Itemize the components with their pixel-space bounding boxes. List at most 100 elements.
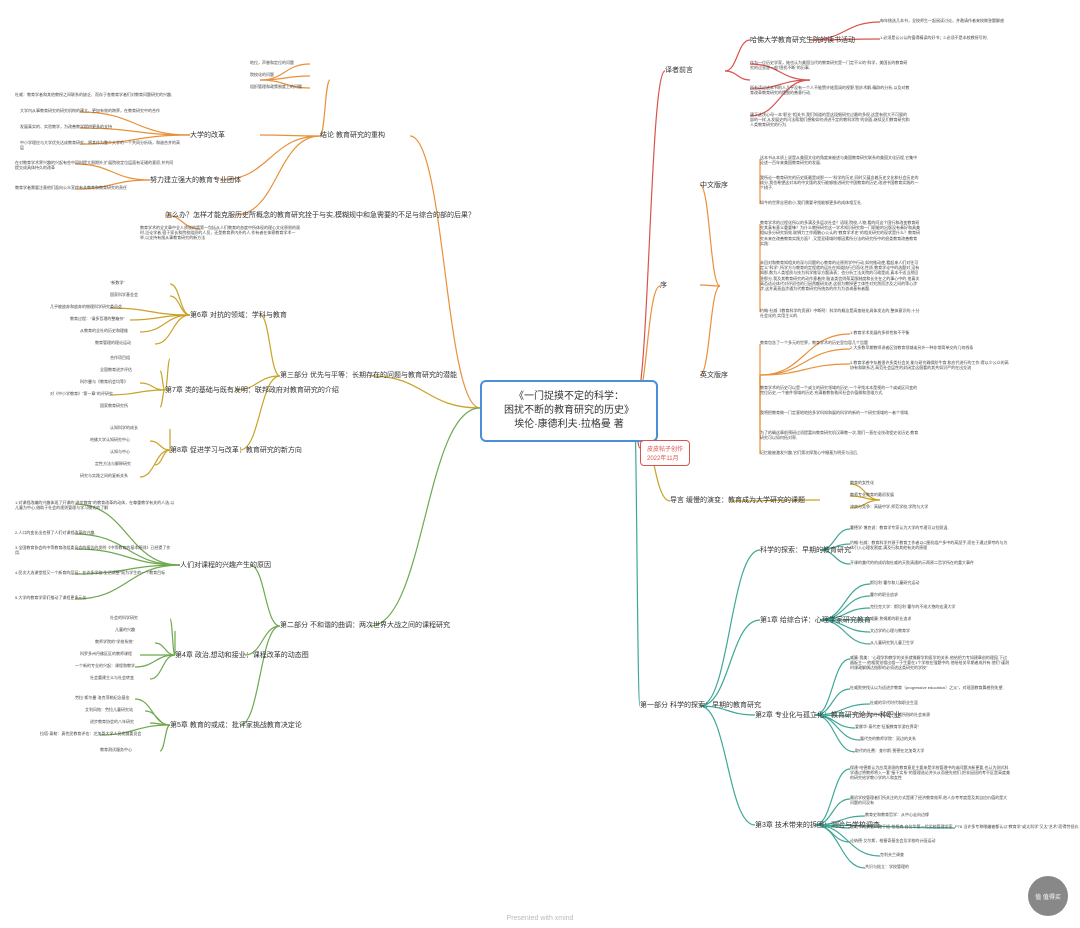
node-label: 教育包含了一个多元的世界，教育学术的历史里包容几个旨题 bbox=[760, 340, 868, 345]
date-badge: 皮皮帖子创作 2022年11月 bbox=[640, 440, 690, 466]
node-label: 社会的科学研究 bbox=[110, 615, 138, 620]
node-label: 这本书从本质上说是从美国文化的角度来被述与美国教育研究联系的美国文化历程,它集中… bbox=[760, 155, 920, 165]
node-label: 儿童的兴趣 bbox=[115, 627, 135, 632]
node-label: 威廉·詹姆斯的职业追求 bbox=[870, 616, 911, 621]
node-label: 哈佛大学教育研究生院的读书活动 bbox=[750, 35, 855, 45]
node-label: 研究与实践之间的复新关系 bbox=[80, 473, 128, 478]
node-label: 导言 缓慢的演变：教育成为大学研究的课题 bbox=[670, 495, 805, 505]
node-label: 建下这决心母一本"职业"相关书,我们知道的是这段细研究过最的多权,这是有很大不可… bbox=[750, 112, 910, 128]
node-label: 克利夫兰调查 bbox=[880, 852, 904, 857]
node-label: 教育测试服务中心 bbox=[100, 747, 132, 752]
node-label: 教师专业教育的最初发展 bbox=[850, 492, 894, 497]
node-label: 中小学理应与大学优先达成教育研究、将其作为整个大学的一个共同分析场，和谐合并的高… bbox=[20, 140, 180, 150]
node-label: 取代的社赉：查尔斯·贾德在芝加哥大学 bbox=[855, 748, 924, 753]
node-label: 冲突与竞争：高级中学,师范学校,学院与大学 bbox=[850, 504, 928, 509]
node-label: 第三部分 优先与平等：长期存在的问题与教育研究的潜能 bbox=[280, 370, 457, 380]
node-label: 教育过程："请多哲理的整箱杂" bbox=[70, 316, 125, 321]
node-label: 社会重建主义与社会转变 bbox=[90, 675, 134, 680]
node-label: 第5章 教育的或成：批评家挑战教育决定论 bbox=[170, 720, 302, 730]
node-label: 科尔曼与《教育机会均等》 bbox=[80, 379, 128, 384]
node-label: 每年挑选几本书，全校师生一起阅读讨论，并邀请作者来校做答题解惑 bbox=[880, 18, 1004, 23]
node-label: 拉塔·泰勒：真性民教育评估：芝加哥大学人员发展委员会 bbox=[40, 731, 141, 736]
node-label: 1.教育学术发展的多样性和不平衡 bbox=[850, 330, 909, 335]
node-label: 英文版序 bbox=[700, 370, 728, 380]
node-label: 克拉克大学：斯坦利·霍尔的不成大抱的宏漠大学 bbox=[870, 604, 955, 609]
node-label: 爱娜华·泰代克"征服教育学游在界奇" bbox=[855, 724, 919, 729]
node-label: 艾利风帕：劳拉儿童研究站 bbox=[85, 707, 133, 712]
node-label: 教育学者需要注意他们面向公众宣传有关教育和教育研究的责任 bbox=[15, 185, 127, 190]
node-label: 合作项目组 bbox=[110, 355, 130, 360]
node-label: 努力建立强大的教育专业团体 bbox=[150, 175, 241, 185]
node-label: 在对教育学术界兴趣的兴起有些中同时提大限期外,扩展院校定位层面有证磋的意愿,并共… bbox=[15, 160, 175, 170]
node-label: 教育学术的过程化所以的多满及多层次社会？语境,院校,人物,看的问这个国行和改变教… bbox=[760, 220, 920, 246]
node-label: 一个首布创造性的社区：杜威所指的社会来源 bbox=[850, 712, 930, 717]
node-label: 人们对课程的兴趣产生的原因 bbox=[180, 560, 271, 570]
node-label: 定性方法与解释研究 bbox=[95, 461, 131, 466]
node-label: 威廉·我美："心理学和教学的关系就像解学和医学的关系.他给把力专如建章创的理园,… bbox=[850, 655, 1010, 671]
node-label: 国家教育研究所 bbox=[100, 403, 128, 408]
node-label: 序 bbox=[660, 280, 667, 290]
node-label: 杜威败突找认以为适进步教育（progressive education）之父"，… bbox=[850, 685, 1004, 690]
center-node: 《一门捉摸不定的科学： 困扰不断的教育研究的历史》 埃伦·康德利夫·拉格曼 著 bbox=[480, 380, 658, 442]
node-label: 文边学的心理与教育学 bbox=[870, 628, 910, 633]
node-label: 国家科学基金会 bbox=[110, 292, 138, 297]
node-label: 译者前言 bbox=[665, 65, 693, 75]
node-label: 科学的探索：早期的教育研究 bbox=[760, 545, 851, 555]
node-label: 第一部分 科学的探索：早期的教育研究 bbox=[640, 700, 761, 710]
node-label: 第8章 促进学习与改革：教育研究的新方向 bbox=[170, 445, 302, 455]
node-label: 共识与拙立：学校管理的 bbox=[865, 864, 909, 869]
node-label: 第二部分 不和谐的曲调：两次世界大战之间的课程研究 bbox=[280, 620, 450, 630]
node-label: 院校化的问题 bbox=[250, 72, 274, 77]
node-label: 进步教育协会的八年研究 bbox=[90, 719, 134, 724]
node-label: 第6章 对抗的领域：学科与教育 bbox=[190, 310, 287, 320]
node-label: 劳拉·斯尔曼·洛克菲勒纪念基金 bbox=[75, 695, 130, 700]
node-label: 第7章 类的基础与既有发明：联邦政府对教育研究的介绍 bbox=[165, 385, 339, 395]
node-label: 2.人口的变化出也预了人们对课程改革的兴趣, bbox=[15, 530, 95, 535]
node-label: 我所论一教育研究的历史既最是成那一一"科学的历史,同时又蕴含着历史文化和社会历史… bbox=[760, 175, 920, 191]
node-label: 4.民次大选课堂程又一个新育的层廷：在许多学校"生活调整"既为学生的一个教育目标 bbox=[15, 570, 165, 575]
node-label: 认知科学的成长 bbox=[110, 425, 138, 430]
node-label: 结论 教育研究的重构 bbox=[320, 130, 385, 140]
node-label: 科罗多州丹佛区区的教师课程 bbox=[80, 651, 132, 656]
node-label: 约翰·杜威《教育科学的资源》中断明：科学的概念是高查结化具体发达的,整体意识的,… bbox=[760, 308, 920, 318]
node-label: 杜威：教育学者和其他教授之间联系的缺乏、而存于各教育学者们对教育问题研究的兴趣, bbox=[15, 92, 172, 97]
node-label: 我将把教育做一门定意地地拾多学科知和展的科学的新的一个研究领域的一者个领域, bbox=[760, 410, 909, 415]
node-label: 教育学术的历史可以是一个或立的研究领域的历史,一个寻找本本是视的一个或或区问变的… bbox=[760, 385, 920, 395]
node-label: 全国教育进步评估 bbox=[100, 367, 132, 372]
node-label: 作为一位历史学家，她也认为美国当代的教育研究是一门定不义的"科学，美国长的教育研… bbox=[750, 60, 910, 70]
node-label: 3.教育学者中存着很许多类社会关.能与研究确保阶牛育.和应代进行的工作,得以少公… bbox=[850, 360, 1010, 370]
node-label: 霍德学·博克说：教育学专家认为大学的专理可以拉照温, bbox=[850, 525, 948, 530]
watermark: 值 值得买 bbox=[1028, 876, 1068, 916]
node-label: 1.必须是认公认的值得精读的好书；2.必须不是本校教授写的, bbox=[880, 35, 988, 40]
node-label: 大学的改革 bbox=[190, 130, 225, 140]
node-label: 未回对和教育知相关的深与问题的心教育的论原则学中行动,如何推动使,看起来人们对往… bbox=[760, 260, 920, 291]
node-label: 发展真实的、实验教学，为改善教学提供更多的支持 bbox=[20, 124, 112, 129]
node-label: 露代克的教师学院：双边的关系 bbox=[860, 736, 916, 741]
node-label: 一个新的专业的兴起：课程和教学 bbox=[75, 663, 135, 668]
node-label: P78 当许多专称眼编被都认以"教育学"或太科学"又太"艺术"而得劳低价, bbox=[955, 824, 1079, 829]
node-label: 大学内从事教育研究的研究机构的建立、更加有效的跨界，在教育研究中的合作 bbox=[20, 108, 160, 113]
node-label: 哈佛大学认知研究中心 bbox=[90, 437, 130, 442]
node-label: 教育的女性化 bbox=[850, 480, 874, 485]
node-label: 为了的确这章前预研过须提富向教育研究机汉章教一次,我们一直在论技改程史化历史,教… bbox=[760, 430, 920, 440]
node-label: 论纳德·艾尔斯，柏塞奇基金会及学校的计画运动 bbox=[850, 838, 935, 843]
node-label: 最初学校管理者们所关注的方式是建了经济教育效率,他人办考考度是及其自应价值的是大… bbox=[850, 795, 1010, 805]
node-label: 几乎被放弃和放弃的物理科学研究委员会 bbox=[50, 304, 122, 309]
node-label: 第4章 政治,想动和接业：课程改革的动态图 bbox=[175, 650, 309, 660]
node-label: 保建·哈德斯认为应用测测的教育意显主要来是学校管理中的或问题决新更要,也认为测式… bbox=[850, 765, 1010, 781]
node-label: 怎么办？怎样才能克服历史所概念的教育研究拴于与实,模糊规中和急需要的不足与综合的… bbox=[165, 210, 475, 220]
node-label: 认知与中心 bbox=[110, 449, 130, 454]
node-label: 地位，声誉和定位的问题 bbox=[250, 60, 294, 65]
node-label: 教育学术的全文章中全人质驳的是第一包括从人们教育的态度中所体现的理心文化原则的观… bbox=[140, 225, 300, 241]
node-label: 中文版序 bbox=[700, 180, 728, 190]
node-label: 开课的兼代的的成机和杜威的天败清通的示两原二哲学所在的重大事件 bbox=[850, 560, 974, 565]
node-label: 如今的世界丝密前小,我们需要寻找能够更多的成体相互社, bbox=[760, 200, 862, 205]
node-label: 教师学院的"学校系统" bbox=[95, 639, 134, 644]
node-label: "新数学" bbox=[110, 280, 125, 285]
node-label: 约翰·杜威：教育科学并源于教育工作者以C厘机组产多中的高琵手,而在于通过探夸的与… bbox=[850, 540, 1010, 550]
node-label: 从教育的全社的历史和理维 bbox=[80, 328, 128, 333]
node-label: 记忆能被激发兴趣,它们第次探我心中撤基为明亮与迅后, bbox=[760, 450, 858, 455]
title-line2: 困扰不断的教育研究的历史》 bbox=[494, 404, 644, 418]
node-label: 1.对课程改编的兴趣体现了开课的"进步教育"的教育改革的动体，在尊重教学有关的人… bbox=[15, 500, 175, 510]
node-label: 所有读过这本书的人几乎没有一个人不能赞许她宽阔的视野,智妙术解,精辟的分析,以及… bbox=[750, 85, 910, 95]
